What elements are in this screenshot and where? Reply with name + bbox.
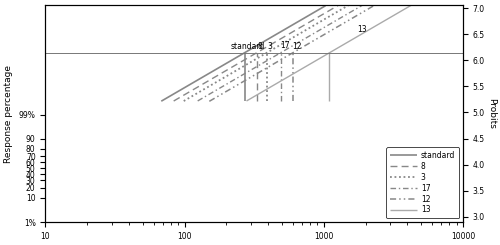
Y-axis label: Response percentage: Response percentage xyxy=(4,65,13,163)
Text: 3: 3 xyxy=(268,42,272,51)
Text: 17: 17 xyxy=(280,41,290,50)
Text: 12: 12 xyxy=(292,41,302,50)
Text: 13: 13 xyxy=(358,24,368,34)
Y-axis label: Probits: Probits xyxy=(487,98,496,129)
Text: 8: 8 xyxy=(258,42,262,51)
Legend: standard, 8, 3, 17, 12, 13: standard, 8, 3, 17, 12, 13 xyxy=(386,147,459,218)
Text: standard: standard xyxy=(230,42,265,51)
